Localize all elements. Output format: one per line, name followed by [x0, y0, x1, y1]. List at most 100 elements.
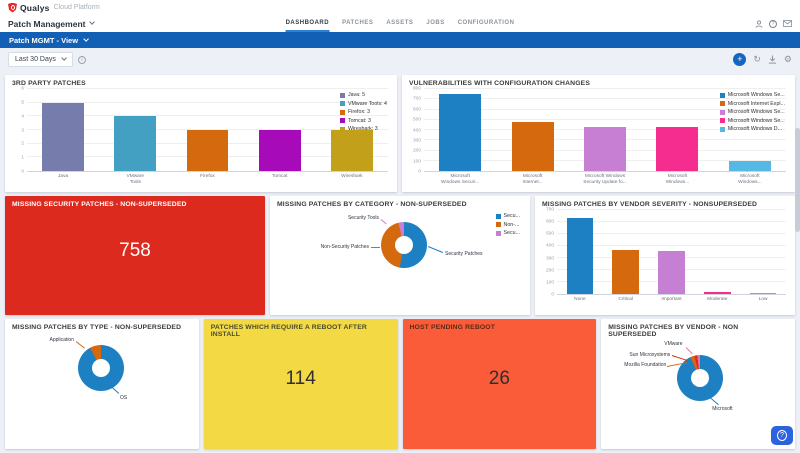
legend-swatch — [720, 127, 725, 132]
mail-icon[interactable] — [783, 19, 792, 28]
y-axis-tick: 600 — [413, 107, 421, 112]
leader-line — [381, 219, 387, 224]
widget-missing-security-patches-count[interactable]: MISSING SECURITY PATCHES - NON-SUPERSEDE… — [5, 196, 265, 315]
y-axis-tick: 300 — [546, 256, 554, 261]
widget-reboot-required-count[interactable]: PATCHES WHICH REQUIRE A REBOOT AFTER INS… — [204, 319, 398, 449]
add-widget-button[interactable]: + — [733, 53, 746, 66]
bar-4[interactable] — [729, 161, 771, 171]
y-axis-tick: 0 — [21, 170, 24, 175]
legend-label: Secu... — [504, 213, 521, 219]
date-range-value: Last 30 Days — [15, 56, 56, 63]
dashboard-view-selector[interactable]: Patch MGMT - View — [0, 32, 800, 48]
bar-4[interactable] — [750, 293, 777, 294]
help-chat-button[interactable]: ? — [771, 426, 793, 445]
y-axis-tick: 500 — [546, 232, 554, 237]
widget-title: 3RD PARTY PATCHES — [12, 80, 390, 87]
download-icon[interactable] — [768, 55, 777, 64]
legend-swatch — [340, 110, 345, 115]
widget-host-pending-reboot-count[interactable]: HOST PENDING REBOOT 26 — [403, 319, 597, 449]
tab-patches[interactable]: PATCHES — [342, 15, 373, 32]
bar-0[interactable] — [42, 103, 84, 171]
legend-swatch — [340, 118, 345, 123]
tab-assets[interactable]: ASSETS — [386, 15, 413, 32]
header-icons: ? — [754, 19, 792, 28]
legend-swatch — [720, 101, 725, 106]
bar-slot — [694, 210, 740, 294]
info-icon[interactable]: i — [78, 56, 86, 64]
bar-2[interactable] — [187, 130, 229, 171]
bar-slot — [649, 210, 695, 294]
tab-dashboard[interactable]: DASHBOARD — [286, 15, 330, 32]
widget-title: MISSING PATCHES BY VENDOR - NON SUPERSED… — [608, 324, 788, 338]
bar-1[interactable] — [612, 250, 639, 294]
donut-ring[interactable] — [78, 345, 124, 391]
donut-chart: Application OS — [12, 333, 192, 444]
slice-label: Mozilla Foundation — [608, 362, 666, 368]
x-axis-label: Moderate — [694, 297, 740, 310]
page-scrollbar[interactable] — [795, 128, 800, 232]
help-icon[interactable]: ? — [769, 20, 777, 28]
bar-3[interactable] — [704, 292, 731, 294]
count-value: 114 — [204, 368, 398, 390]
y-axis-tick: 4 — [21, 114, 24, 119]
tab-configuration[interactable]: CONFIGURATION — [458, 15, 515, 32]
x-axis-label: Microsoft Windows... — [641, 174, 713, 187]
widget-missing-patches-by-vendor: MISSING PATCHES BY VENDOR - NON SUPERSED… — [601, 319, 795, 449]
legend-swatch — [496, 222, 501, 227]
legend-swatch — [496, 214, 501, 219]
date-range-select[interactable]: Last 30 Days — [8, 52, 73, 67]
slice-label: Security Patches — [445, 251, 483, 257]
y-axis-tick: 0 — [418, 170, 421, 175]
x-axis-label: Firefox — [171, 174, 243, 187]
tab-jobs[interactable]: JOBS — [426, 15, 444, 32]
widget-title: VULNERABILITIES WITH CONFIGURATION CHANG… — [409, 80, 788, 87]
legend-label: Microsoft Windows D... — [728, 126, 782, 132]
y-axis-tick: 700 — [413, 97, 421, 102]
refresh-icon[interactable]: ↻ — [753, 55, 761, 64]
bar-1[interactable] — [114, 116, 156, 171]
legend-item: Microsoft Windows D... — [720, 126, 785, 132]
bar-3[interactable] — [656, 127, 698, 171]
legend-item: Secu... — [496, 230, 521, 236]
legend-swatch — [340, 93, 345, 98]
bar-2[interactable] — [658, 251, 685, 294]
widget-title: MISSING SECURITY PATCHES - NON-SUPERSEDE… — [12, 201, 258, 208]
y-axis-tick: 200 — [546, 268, 554, 273]
x-axis-label: None — [557, 297, 603, 310]
settings-gear-icon[interactable]: ⚙ — [784, 55, 792, 64]
bar-0[interactable] — [567, 218, 594, 294]
bar-3[interactable] — [259, 130, 301, 171]
widget-title: MISSING PATCHES BY VENDOR SEVERITY - NON… — [542, 201, 788, 208]
chevron-down-icon — [61, 56, 67, 62]
bar-4[interactable] — [331, 130, 373, 171]
donut-chart: VMware Sun Microsystems Mozilla Foundati… — [608, 340, 788, 444]
bar-2[interactable] — [584, 127, 626, 171]
leader-line — [428, 246, 443, 253]
legend-label: Firefox: 3 — [348, 109, 370, 115]
bar-0[interactable] — [439, 94, 481, 171]
legend-label: VMware Tools: 4 — [348, 101, 387, 107]
y-axis-tick: 700 — [546, 208, 554, 213]
x-axis-label: Microsoft Windows Securi... — [424, 174, 496, 187]
x-axis-label: Java — [27, 174, 99, 187]
user-icon[interactable] — [754, 19, 763, 28]
legend-item: Microsoft Windows Se... — [720, 109, 785, 115]
widget-title: MISSING PATCHES BY TYPE - NON-SUPERSEDED — [12, 324, 192, 331]
widget-title: PATCHES WHICH REQUIRE A REBOOT AFTER INS… — [211, 324, 391, 338]
app-switcher[interactable]: Patch Management — [8, 19, 95, 29]
widget-missing-patches-by-vendor-severity: MISSING PATCHES BY VENDOR SEVERITY - NON… — [535, 196, 795, 315]
legend-label: Microsoft Internet Expl... — [728, 101, 785, 107]
bar-slot — [603, 210, 649, 294]
bar-1[interactable] — [512, 122, 554, 171]
legend-label: Tomcat: 3 — [348, 118, 371, 124]
legend-item: Non-... — [496, 222, 521, 228]
bar-slot — [424, 89, 496, 171]
y-axis-tick: 300 — [413, 138, 421, 143]
y-axis-tick: 400 — [546, 244, 554, 249]
donut-ring[interactable] — [381, 222, 427, 268]
slice-label: Security Tools — [327, 215, 379, 221]
